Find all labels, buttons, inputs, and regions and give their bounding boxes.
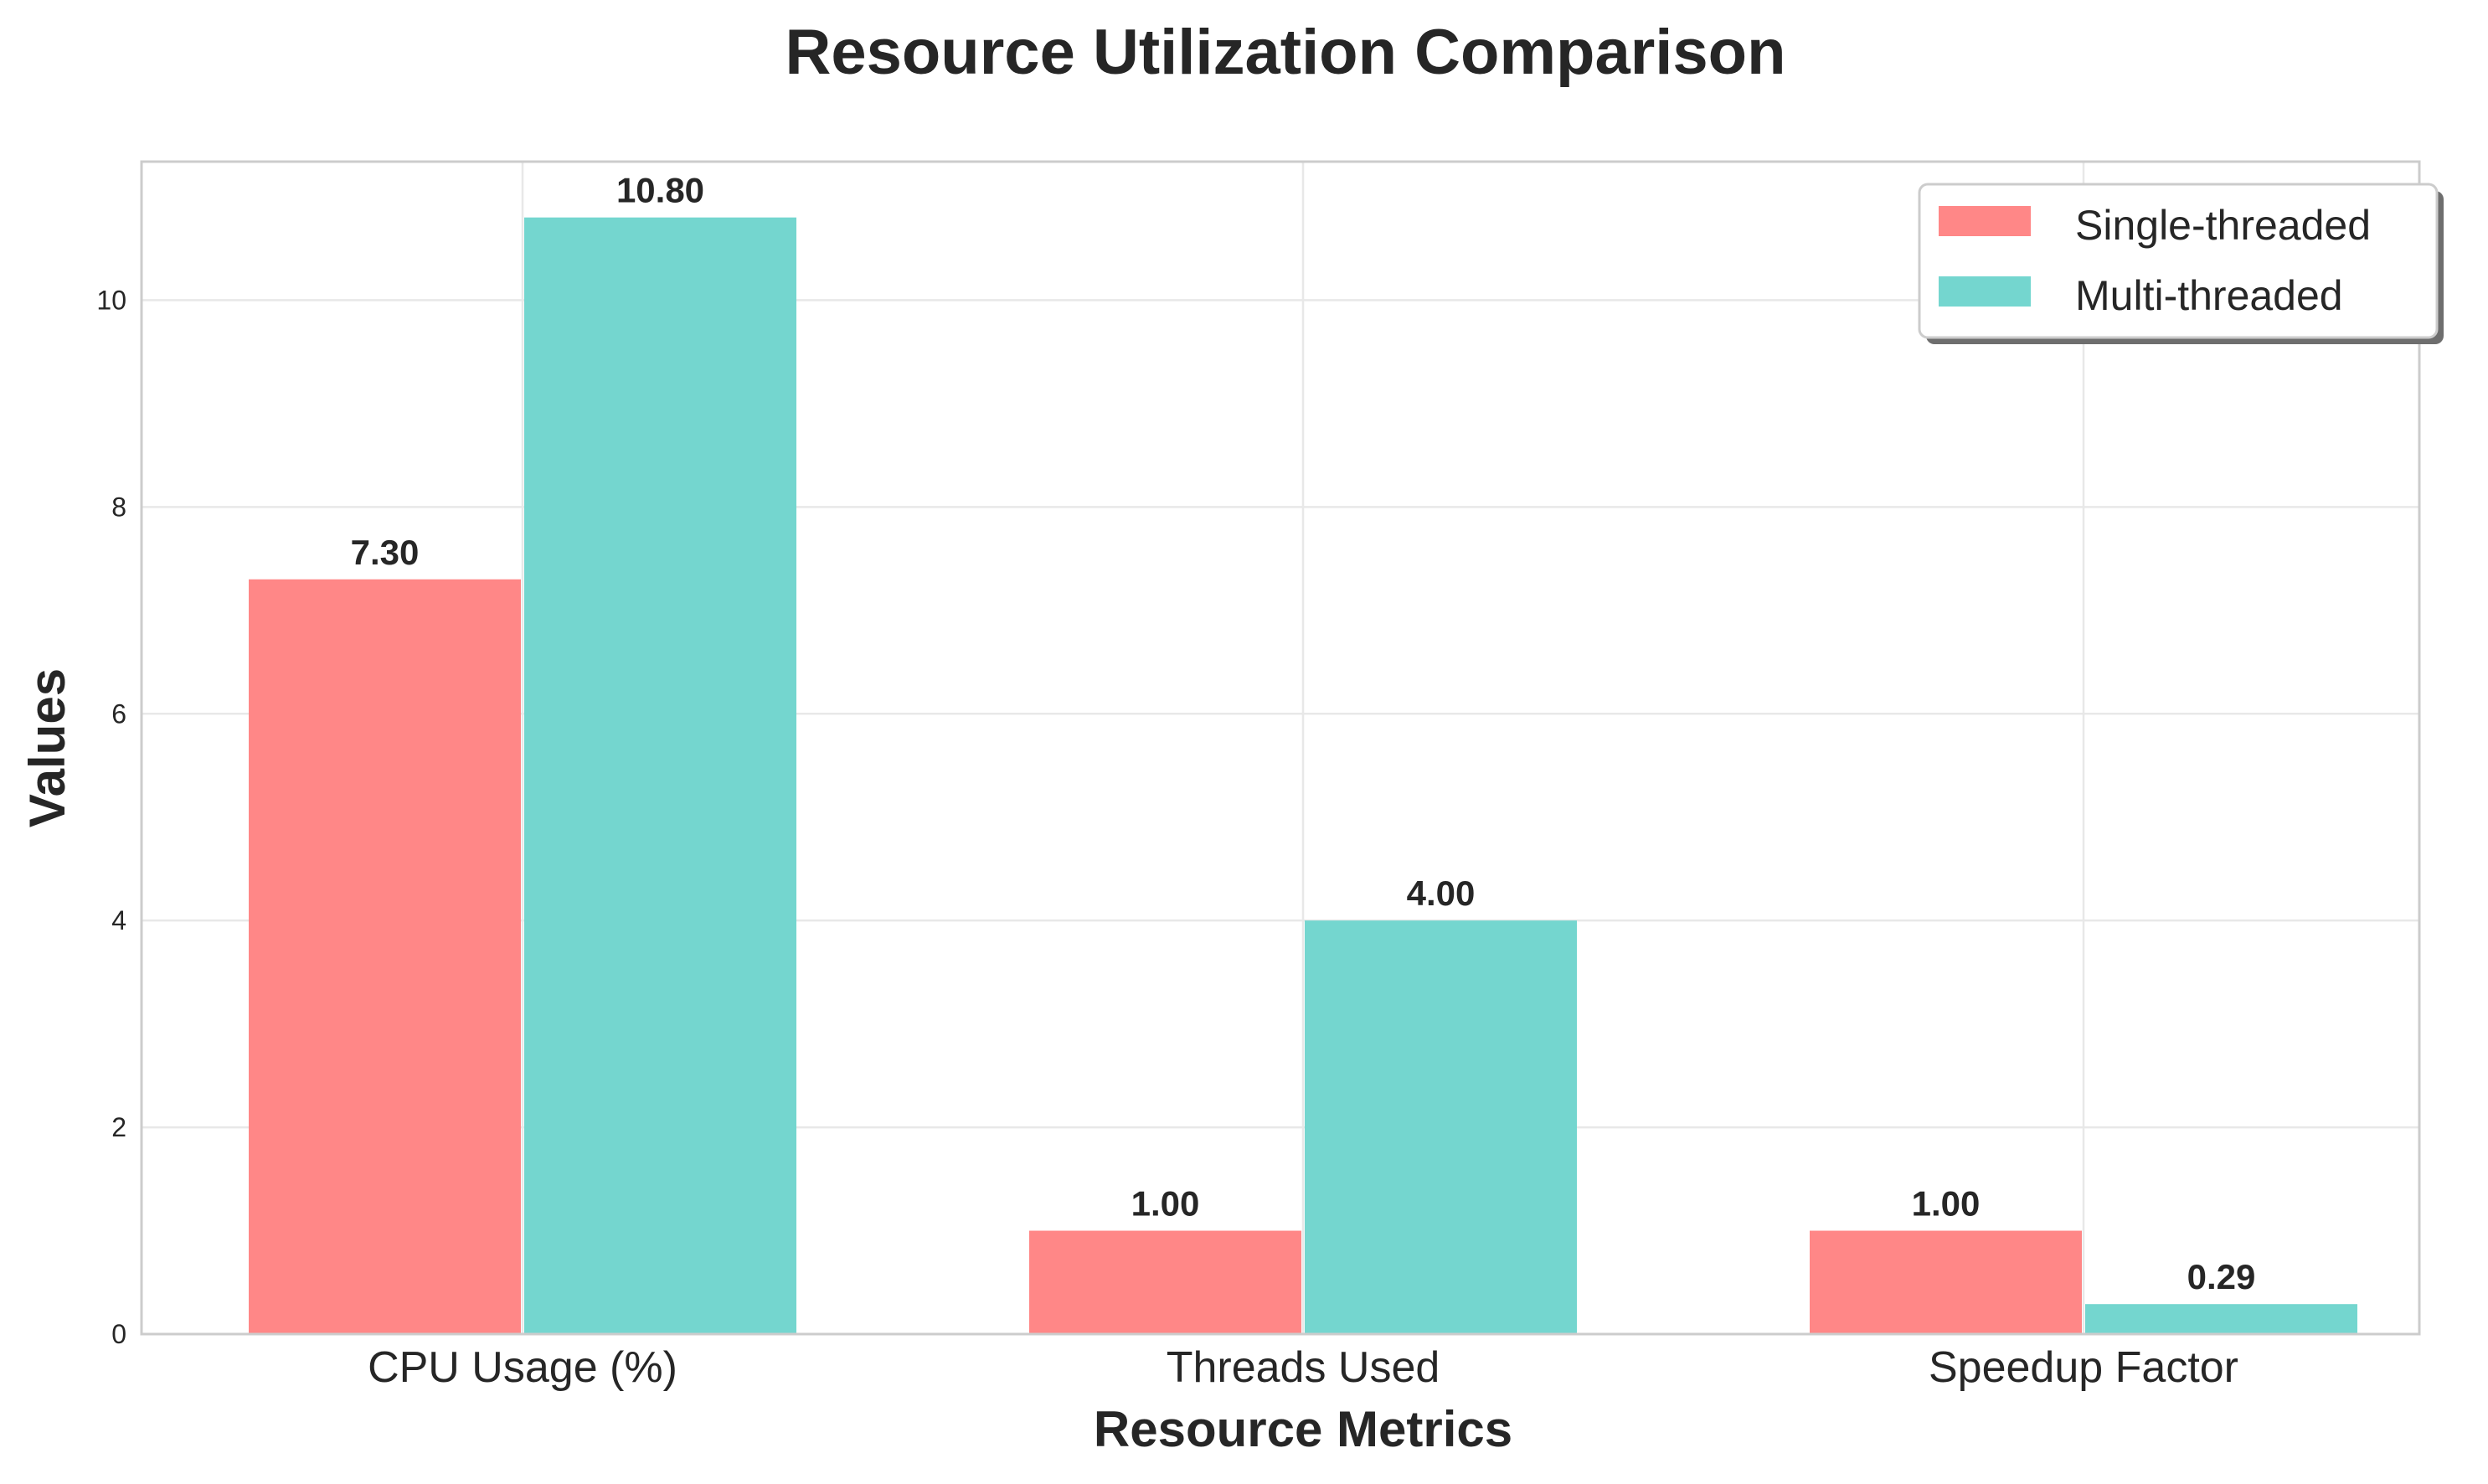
x-axis-label: Resource Metrics xyxy=(1094,1401,1512,1457)
y-tick-label: 10 xyxy=(96,285,126,315)
y-tick-label: 8 xyxy=(111,492,126,522)
bar-multi-threaded xyxy=(2085,1304,2357,1334)
legend-swatch-multi-threaded xyxy=(1939,276,2031,307)
legend-label-single-threaded: Single-threaded xyxy=(2075,202,2371,249)
x-tick-label: Threads Used xyxy=(1167,1343,1440,1392)
legend-label-multi-threaded: Multi-threaded xyxy=(2075,272,2343,319)
bar-single-threaded xyxy=(1810,1230,2082,1334)
x-axis-ticks: CPU Usage (%) Threads Used Speedup Factor xyxy=(368,1343,2238,1392)
y-tick-label: 0 xyxy=(111,1319,126,1349)
bar-value-label: 1.00 xyxy=(1131,1184,1200,1224)
value-labels: 7.30 1.00 1.00 10.80 4.00 0.29 xyxy=(351,171,2256,1297)
bar-multi-threaded xyxy=(1305,920,1577,1334)
y-axis-label: Values xyxy=(19,668,75,827)
y-tick-label: 2 xyxy=(111,1112,126,1142)
bar-value-label: 0.29 xyxy=(2187,1257,2256,1296)
bar-single-threaded xyxy=(1029,1230,1301,1334)
legend: Single-threaded Multi-threaded xyxy=(1918,183,2444,344)
bar-multi-threaded xyxy=(524,217,796,1335)
y-tick-label: 6 xyxy=(111,698,126,729)
x-tick-label: CPU Usage (%) xyxy=(368,1343,677,1392)
plot-area-frame xyxy=(140,160,2421,1336)
bar-value-label: 10.80 xyxy=(616,171,704,210)
bar-value-label: 4.00 xyxy=(1407,873,1476,913)
bar-value-label: 7.30 xyxy=(351,533,420,572)
bars xyxy=(249,217,2357,1335)
legend-swatch-single-threaded xyxy=(1939,206,2031,236)
x-tick-label: Speedup Factor xyxy=(1929,1343,2238,1392)
chart-title: Resource Utilization Comparison xyxy=(785,17,1785,88)
bar-single-threaded xyxy=(249,579,521,1334)
bar-value-label: 1.00 xyxy=(1912,1184,1981,1224)
y-axis-ticks: 0 2 4 6 8 10 xyxy=(96,285,126,1349)
y-tick-label: 4 xyxy=(111,905,126,935)
legend-box xyxy=(1918,183,2439,339)
